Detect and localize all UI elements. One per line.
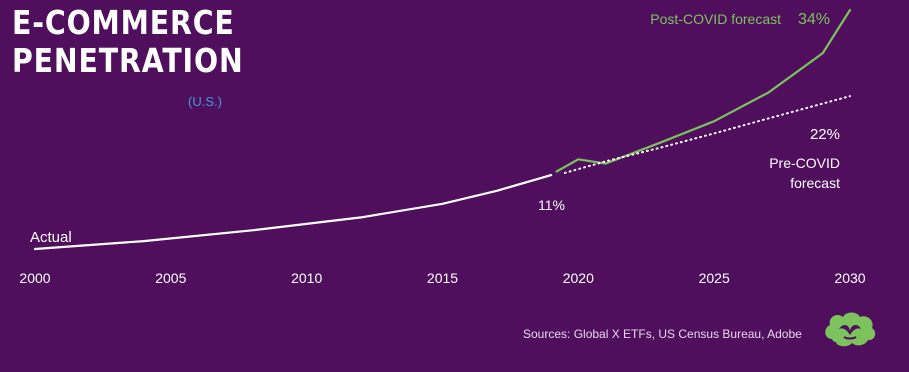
pre-covid-end-label: 22%: [810, 126, 840, 143]
x-tick-label-2000: 2000: [19, 270, 50, 286]
post-covid-series-line: [555, 8, 852, 173]
x-tick-label-2030: 2030: [834, 270, 865, 286]
publisher-logo-icon: [825, 312, 876, 347]
series-lines: [33, 8, 852, 251]
post-covid-series-label: Post-COVID forecast: [650, 11, 781, 27]
source-note: Sources: Global X ETFs, US Census Bureau…: [523, 327, 802, 341]
title-line-1: E-COMMERCE: [12, 3, 235, 42]
x-tick-label-2015: 2015: [427, 270, 458, 286]
chart-title: E-COMMERCE PENETRATION: [12, 4, 244, 80]
x-tick-label-2025: 2025: [699, 270, 730, 286]
pre-covid-series-label-2: forecast: [790, 175, 840, 191]
actual-label: Actual: [30, 229, 72, 246]
title-line-2: PENETRATION: [12, 41, 244, 80]
x-tick-label-2005: 2005: [155, 270, 186, 286]
x-tick-label-2020: 2020: [563, 270, 594, 286]
actual-series-line: [33, 174, 553, 251]
chart-subtitle: (U.S.): [188, 94, 222, 109]
annotations: Actual 11% Post-COVID forecast 34% 22% P…: [30, 11, 840, 246]
pre-covid-series-label-1: Pre-COVID: [769, 155, 840, 171]
actual-end-label: 11%: [538, 197, 565, 213]
post-covid-end-label: 34%: [798, 11, 830, 28]
x-axis-ticks: 2000 2005 2010 2015 2020 2025 2030: [19, 270, 865, 286]
x-tick-label-2010: 2010: [291, 270, 322, 286]
pre-covid-series-line: [563, 95, 851, 174]
